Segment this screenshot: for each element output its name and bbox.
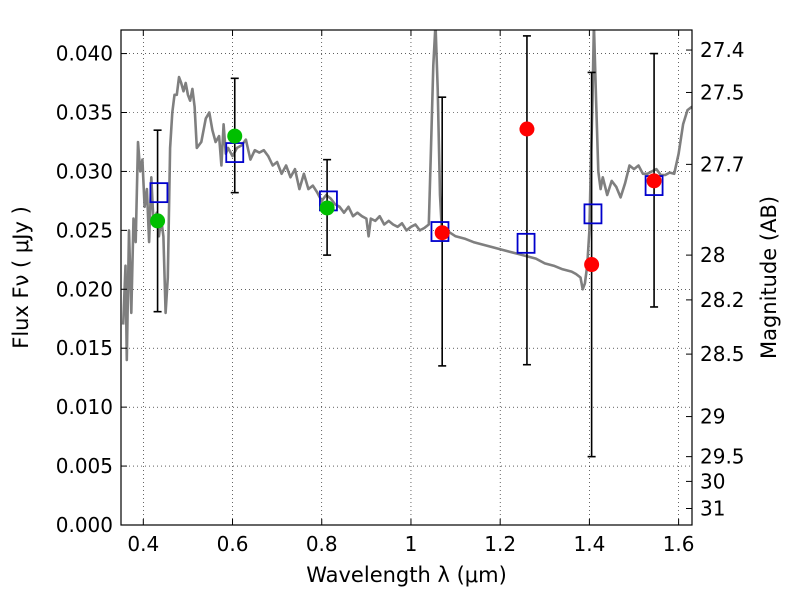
right-tick-label: 27.7 bbox=[700, 152, 745, 176]
right-tick-label: 29 bbox=[700, 405, 725, 429]
sed-line-layer bbox=[121, 30, 692, 362]
y-tick-label: 0.030 bbox=[56, 159, 113, 183]
right-tick-label: 30 bbox=[700, 469, 725, 493]
y-tick-label: 0.020 bbox=[56, 277, 113, 301]
x-tick-label: 0.8 bbox=[306, 532, 338, 556]
y-tick-label: 0.005 bbox=[56, 454, 113, 478]
observed-point-red bbox=[434, 225, 450, 241]
observed-point-green bbox=[319, 200, 335, 216]
plot-frame bbox=[120, 29, 693, 526]
observed-point-green bbox=[150, 213, 166, 229]
observed-point-green bbox=[227, 128, 243, 144]
y-tick-label: 0.000 bbox=[56, 513, 113, 537]
right-tick-label: 28.5 bbox=[700, 342, 745, 366]
right-tick-label: 27.5 bbox=[700, 80, 745, 104]
y-tick-label: 0.025 bbox=[56, 218, 113, 242]
sed-model-line bbox=[121, 30, 692, 362]
marker-layer bbox=[149, 121, 664, 273]
x-axis-label: Wavelength λ (μm) bbox=[306, 563, 507, 587]
grid-layer bbox=[121, 30, 692, 526]
y-tick-label: 0.040 bbox=[56, 42, 113, 66]
x-tick-label: 1 bbox=[405, 532, 418, 556]
y-axis-label-right: Magnitude (AB) bbox=[757, 196, 781, 359]
y-tick-label: 0.035 bbox=[56, 101, 113, 125]
x-tick-label: 0.4 bbox=[127, 532, 159, 556]
right-tick-label: 29.5 bbox=[700, 445, 745, 469]
right-tick-label: 27.4 bbox=[700, 38, 745, 62]
right-tick-label: 31 bbox=[700, 497, 725, 521]
y-tick-label: 0.015 bbox=[56, 336, 113, 360]
model-photometry-square bbox=[516, 232, 536, 254]
observed-point-red bbox=[584, 257, 600, 273]
observed-point-red bbox=[646, 173, 662, 189]
right-tick-label: 28.2 bbox=[700, 288, 745, 312]
errorbar-layer bbox=[153, 35, 659, 458]
x-tick-label: 0.6 bbox=[217, 532, 249, 556]
x-tick-label: 1.4 bbox=[573, 532, 605, 556]
observed-point-red bbox=[519, 121, 535, 137]
tick-layer: 0.4 0.6 0.8 1 1.2 1.4 1.6 0.000 0.005 0.010 0.015 0… bbox=[56, 30, 745, 556]
y-tick-label: 0.010 bbox=[56, 395, 113, 419]
right-tick-label: 28 bbox=[700, 243, 725, 267]
model-photometry-square bbox=[149, 182, 169, 204]
model-photometry-square bbox=[583, 203, 603, 225]
x-tick-label: 1.6 bbox=[663, 532, 695, 556]
x-tick-label: 1.2 bbox=[484, 532, 516, 556]
y-axis-label-left: Flux Fν ( μJy ) bbox=[9, 206, 33, 349]
